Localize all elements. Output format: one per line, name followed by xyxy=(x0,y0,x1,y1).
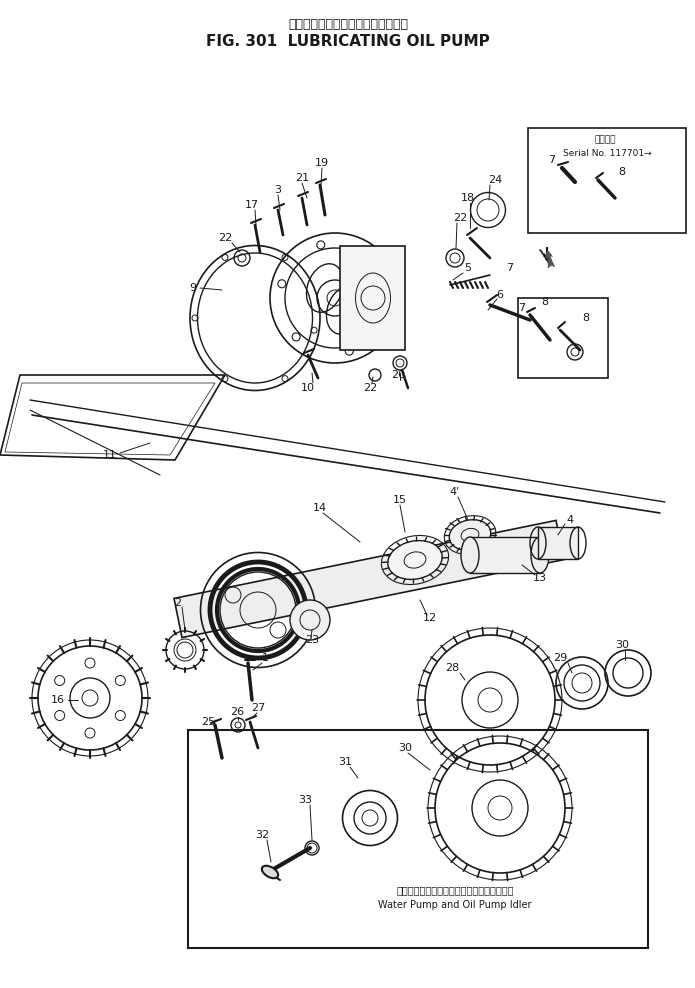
Ellipse shape xyxy=(290,600,330,640)
Text: 22: 22 xyxy=(453,213,467,223)
Text: 30: 30 xyxy=(398,743,412,753)
Text: 30: 30 xyxy=(615,640,629,650)
Text: 8: 8 xyxy=(582,313,589,323)
Text: 8: 8 xyxy=(619,167,626,177)
Ellipse shape xyxy=(262,865,278,878)
Text: 24: 24 xyxy=(488,175,502,185)
Text: 19: 19 xyxy=(315,158,329,168)
Text: 22: 22 xyxy=(218,233,232,243)
Bar xyxy=(470,537,540,573)
Text: 5: 5 xyxy=(464,263,471,273)
Text: 3: 3 xyxy=(275,185,281,195)
Text: 17: 17 xyxy=(245,200,259,210)
Text: 18: 18 xyxy=(461,193,475,203)
Text: 27: 27 xyxy=(251,703,265,713)
Text: ルーブリケーティングオイルポンプ: ルーブリケーティングオイルポンプ xyxy=(288,18,408,31)
Text: 4: 4 xyxy=(566,515,573,525)
Text: 33: 33 xyxy=(298,795,312,805)
Text: 16: 16 xyxy=(51,695,65,705)
Text: 13: 13 xyxy=(533,573,547,583)
Text: ウォータポンプおよびオイルポンプアイドラ: ウォータポンプおよびオイルポンプアイドラ xyxy=(396,885,514,895)
Ellipse shape xyxy=(388,540,442,579)
Text: Serial No. 117701→: Serial No. 117701→ xyxy=(563,148,651,157)
Text: 7: 7 xyxy=(507,263,514,273)
Ellipse shape xyxy=(449,520,491,550)
Ellipse shape xyxy=(531,537,549,573)
Text: 1: 1 xyxy=(261,653,268,663)
Text: FIG. 301  LUBRICATING OIL PUMP: FIG. 301 LUBRICATING OIL PUMP xyxy=(206,35,490,49)
Ellipse shape xyxy=(461,537,479,573)
Text: 21: 21 xyxy=(295,173,309,183)
Text: Water Pump and Oil Pump Idler: Water Pump and Oil Pump Idler xyxy=(378,900,532,910)
Text: 28: 28 xyxy=(445,663,459,673)
Text: 10: 10 xyxy=(301,383,315,393)
Text: 11: 11 xyxy=(103,450,117,460)
Text: 適用番号: 適用番号 xyxy=(594,135,616,144)
Text: 4': 4' xyxy=(450,487,460,497)
Text: 31: 31 xyxy=(338,757,352,767)
Polygon shape xyxy=(174,521,564,637)
Text: 15: 15 xyxy=(393,495,407,505)
Text: 6: 6 xyxy=(496,290,503,300)
Bar xyxy=(528,128,686,233)
Bar xyxy=(518,298,608,378)
Text: 9: 9 xyxy=(190,283,197,293)
Text: 8: 8 xyxy=(541,297,548,307)
Text: 23: 23 xyxy=(305,635,319,645)
Bar xyxy=(340,246,405,350)
Text: 25: 25 xyxy=(201,717,215,727)
Text: 12: 12 xyxy=(423,613,437,623)
Text: 26: 26 xyxy=(230,707,244,717)
Text: 7: 7 xyxy=(518,303,525,313)
Text: 7: 7 xyxy=(548,155,555,165)
Text: 2: 2 xyxy=(174,598,181,608)
Bar xyxy=(188,730,648,948)
Text: 22: 22 xyxy=(363,383,377,393)
Text: 29: 29 xyxy=(553,653,567,663)
Text: 32: 32 xyxy=(255,830,269,840)
Text: 14: 14 xyxy=(313,503,327,513)
Text: 20: 20 xyxy=(391,370,405,380)
Bar xyxy=(538,527,578,559)
